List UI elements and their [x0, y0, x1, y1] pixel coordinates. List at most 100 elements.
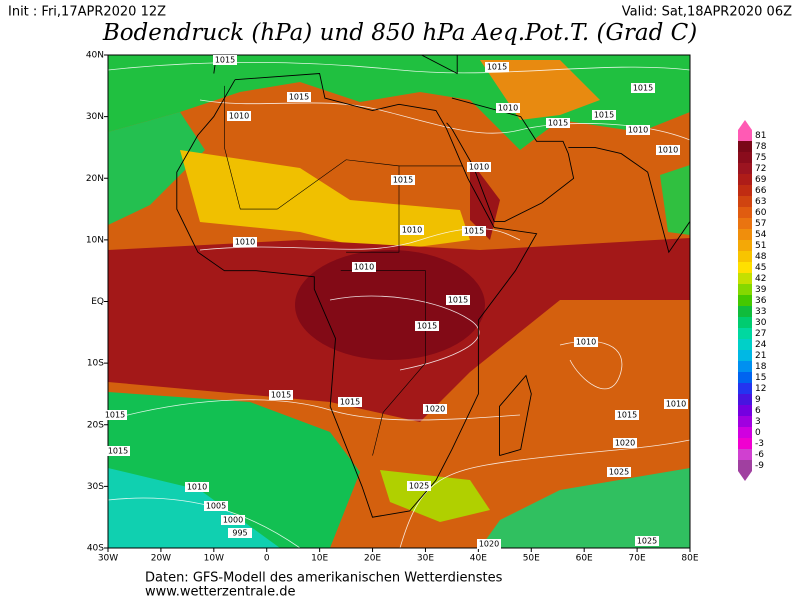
lon-tick-label: 20W [151, 554, 171, 564]
isobar-label: 1015 [271, 391, 291, 400]
field-red-rift [470, 160, 500, 240]
isobar-label: 1010 [469, 163, 489, 172]
colorbar-swatch [738, 262, 752, 273]
colorbar-swatch [738, 130, 752, 141]
isobar-label: 1010 [229, 112, 249, 121]
lon-tick-label: 0 [264, 554, 270, 564]
colorbar-swatch [738, 240, 752, 251]
colorbar-label: 3 [755, 417, 761, 427]
colorbar-label: 33 [755, 307, 766, 317]
colorbar-label: 30 [755, 318, 767, 328]
isobar-label: 1015 [105, 411, 125, 420]
isobar-label: 1010 [628, 126, 648, 135]
isobar-label-box [656, 145, 680, 155]
colorbar-label: 15 [755, 373, 766, 383]
isobar-label: 1015 [594, 111, 614, 120]
isobar-label-box [574, 337, 598, 347]
colorbar-swatch [738, 152, 752, 163]
coastline [446, 97, 575, 222]
isobar-label: 1015 [393, 176, 413, 185]
colorbar-swatch [738, 416, 752, 427]
lon-tick-label: 10W [204, 554, 224, 564]
isobar-label: 1010 [576, 338, 596, 347]
isobar-label-box [626, 125, 650, 135]
lon-tick-label: 40E [470, 554, 487, 564]
colorbar-swatch [738, 196, 752, 207]
colorbar-end [738, 471, 752, 481]
isobar-label-box [287, 92, 311, 102]
isobar-label-box [204, 501, 228, 511]
colorbar-swatch [738, 339, 752, 350]
colorbar-swatch [738, 295, 752, 306]
lat-tick-label: 20N [86, 174, 104, 184]
isobar-label: 1015 [340, 398, 360, 407]
lon-tick-label: 50E [523, 554, 540, 564]
colorbar-swatch [738, 185, 752, 196]
lat-tick-label: 30S [87, 482, 104, 492]
colorbar-swatch [738, 383, 752, 394]
colorbar-label: 6 [755, 406, 761, 416]
lat-tick-label: 30N [86, 112, 104, 122]
lon-tick-label: 70E [629, 554, 646, 564]
colorbar-swatch [738, 306, 752, 317]
colorbar-label: 24 [755, 340, 767, 350]
isobar-label: 1005 [206, 502, 226, 511]
isobar-label: 1015 [417, 322, 437, 331]
lat-tick-label: 20S [87, 420, 104, 430]
colorbar-swatch [738, 141, 752, 152]
lat-tick-label: 10N [86, 235, 104, 245]
isobar-label-box [228, 528, 252, 538]
colorbar-label: -9 [755, 461, 764, 471]
isobar-label-box [106, 446, 130, 456]
colorbar-swatch [738, 394, 752, 405]
lat-tick-label: 10S [87, 359, 104, 369]
map-field [108, 55, 690, 548]
colorbar-label: 48 [755, 252, 767, 262]
isobar-label-box [485, 62, 509, 72]
isobar-label: 1015 [215, 56, 235, 65]
lon-tick-label: 80E [681, 554, 698, 564]
field-green-atlantic [108, 112, 205, 225]
isobar-label: 1010 [666, 400, 686, 409]
colorbar-label: 75 [755, 153, 766, 163]
isobar-label: 1015 [464, 227, 484, 236]
isobar-label-box [446, 295, 470, 305]
isobar-label: 1010 [498, 104, 518, 113]
colorbar-end [738, 120, 752, 130]
colorbar-label: -3 [755, 439, 764, 449]
isobar-label: 1015 [448, 296, 468, 305]
valid-time: Valid: Sat,18APR2020 06Z [622, 5, 792, 20]
isobar-label: 1015 [633, 84, 653, 93]
colorbar-swatch [738, 328, 752, 339]
colorbar-swatch [738, 174, 752, 185]
colorbar-label: 78 [755, 142, 767, 152]
lon-tick-label: 60E [576, 554, 593, 564]
isobar-label-box [213, 55, 237, 65]
isobar-label-box [467, 162, 491, 172]
lat-tick-label: 40N [86, 51, 104, 61]
footer-source: Daten: GFS-Modell des amerikanischen Wet… [145, 571, 503, 586]
colorbar-swatch [738, 372, 752, 383]
isobar-label-box [635, 536, 659, 546]
isobar-label-box [338, 397, 362, 407]
isobar-label-box [391, 175, 415, 185]
colorbar-swatch [738, 251, 752, 262]
isobar-label: 1015 [617, 411, 637, 420]
isobar-label-box [415, 321, 439, 331]
isobar-label-box [664, 399, 688, 409]
isobar-label-box [592, 110, 616, 120]
colorbar-swatch [738, 207, 752, 218]
isobar-label-box [400, 225, 424, 235]
isobar-label: 1015 [548, 119, 568, 128]
isobar-label-box [496, 103, 520, 113]
colorbar-label: 69 [755, 175, 767, 185]
colorbar-swatch [738, 163, 752, 174]
colorbar-label: 66 [755, 186, 767, 196]
lat-tick-label: 40S [87, 544, 104, 554]
colorbar-label: 72 [755, 164, 766, 174]
isobar-label-box [546, 118, 570, 128]
isobar-label-box [477, 539, 501, 549]
isobar-label-box [615, 410, 639, 420]
colorbar-swatch [738, 460, 752, 471]
